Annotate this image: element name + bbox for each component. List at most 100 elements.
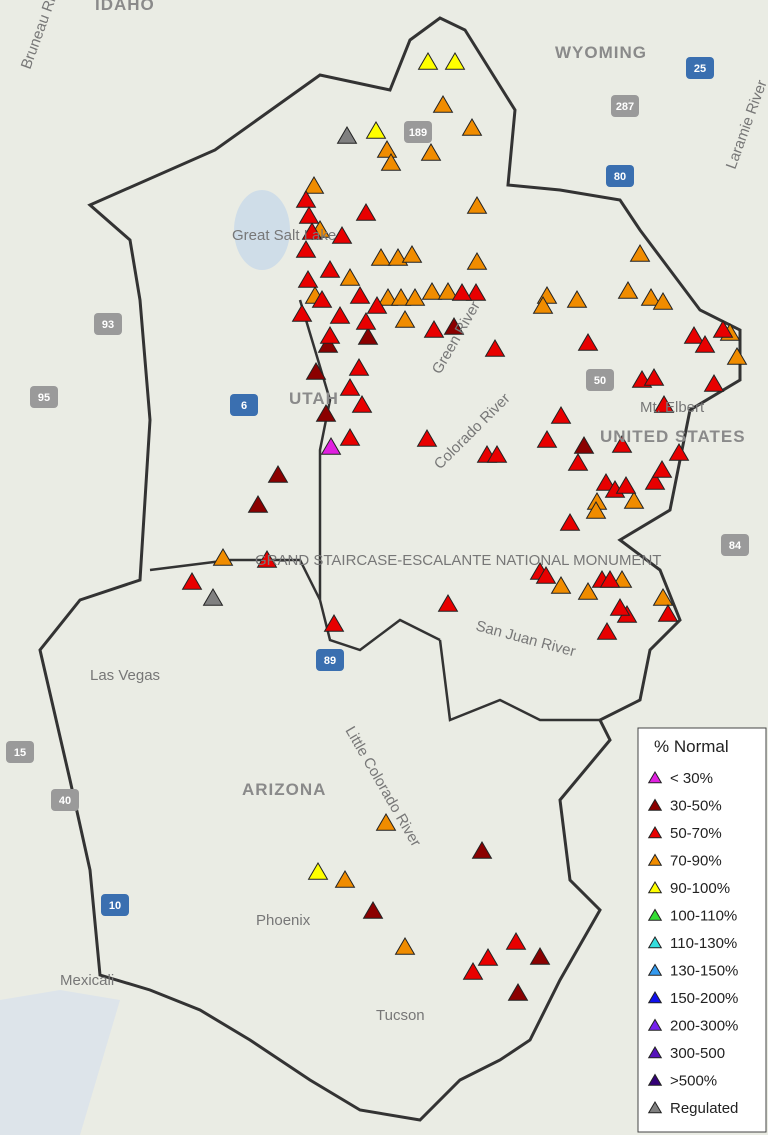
station-marker: [401, 245, 423, 263]
sea: [0, 990, 120, 1135]
legend-label: 30-50%: [670, 798, 722, 815]
lake: [234, 190, 290, 270]
place-label: Las Vegas: [90, 667, 160, 684]
highway-number: 189: [409, 127, 427, 139]
station-marker: [484, 339, 506, 357]
station-marker: [726, 347, 748, 365]
station-marker: [212, 548, 234, 566]
station-marker: [550, 406, 572, 424]
highway-number: 93: [102, 319, 114, 331]
highway-shield: [721, 534, 749, 556]
station-marker: [461, 118, 483, 136]
highway-number: 84: [729, 540, 742, 552]
station-marker: [532, 296, 554, 314]
station-marker: [712, 320, 734, 338]
highway-shield: [94, 313, 122, 335]
station-marker: [339, 378, 361, 396]
subbasin-boundary: [149, 299, 600, 722]
station-marker: [323, 614, 345, 632]
highway-shield: [316, 649, 344, 671]
highway-number: 6: [241, 400, 247, 412]
station-marker: [535, 566, 557, 584]
legend-swatch: [647, 1073, 663, 1086]
station-marker: [355, 203, 377, 221]
station-marker: [297, 270, 319, 288]
legend-swatch: [647, 963, 663, 976]
station-marker: [334, 870, 356, 888]
station-marker: [596, 622, 618, 640]
highway-number: 95: [38, 392, 50, 404]
legend-swatch: [647, 771, 663, 784]
legend-label: 90-100%: [670, 880, 730, 897]
state-label: UNITED STATES: [600, 427, 746, 446]
legend-swatch: [647, 908, 663, 921]
station-marker: [644, 472, 666, 490]
station-marker: [417, 52, 439, 70]
station-marker: [529, 947, 551, 965]
state-label: UTAH: [289, 389, 339, 408]
station-marker: [505, 932, 527, 950]
station-marker: [420, 143, 442, 161]
station-marker: [256, 550, 278, 568]
station-marker: [331, 226, 353, 244]
station-marker: [362, 901, 384, 919]
highway-shield: [101, 894, 129, 916]
station-marker: [303, 176, 325, 194]
station-marker: [477, 948, 499, 966]
station-marker: [416, 429, 438, 447]
station-marker: [577, 582, 599, 600]
station-marker: [437, 282, 459, 300]
highway-number: 40: [59, 795, 71, 807]
station-marker: [683, 326, 705, 344]
station-marker: [394, 937, 416, 955]
highway-shield: [404, 121, 432, 143]
station-marker: [437, 594, 459, 612]
station-marker: [651, 460, 673, 478]
legend-label: 200-300%: [670, 1018, 738, 1035]
station-marker: [652, 588, 674, 606]
station-marker: [617, 281, 639, 299]
station-marker: [507, 983, 529, 1001]
station-marker: [668, 443, 690, 461]
station-marker: [567, 453, 589, 471]
legend-label: 110-130%: [670, 935, 737, 952]
station-marker: [370, 248, 392, 266]
station-marker: [375, 813, 397, 831]
station-marker: [247, 495, 269, 513]
station-marker: [653, 395, 675, 413]
highway-number: 15: [14, 747, 26, 759]
station-marker: [336, 126, 358, 144]
state-label: ARIZONA: [242, 780, 326, 799]
legend-swatch: [647, 1018, 663, 1031]
legend-label: 70-90%: [670, 853, 722, 870]
place-label: Tucson: [376, 1007, 425, 1024]
station-marker: [432, 95, 454, 113]
station-marker: [404, 288, 426, 306]
highway-shield: [606, 165, 634, 187]
station-marker: [291, 304, 313, 322]
highway-number: 10: [109, 900, 121, 912]
station-marker: [311, 290, 333, 308]
station-marker: [471, 841, 493, 859]
station-marker: [465, 283, 487, 301]
legend-label: 130-150%: [670, 963, 738, 980]
station-marker: [599, 570, 621, 588]
station-marker: [348, 358, 370, 376]
station-marker: [703, 374, 725, 392]
station-marker: [305, 362, 327, 380]
station-marker: [595, 473, 617, 491]
station-marker: [301, 222, 323, 240]
station-marker: [421, 282, 443, 300]
legend-label: < 30%: [670, 770, 713, 787]
station-marker: [307, 862, 329, 880]
state-label: WYOMING: [555, 43, 647, 62]
station-marker: [351, 395, 373, 413]
place-label: Mt. Elbert: [640, 399, 705, 416]
legend-label: 100-110%: [670, 908, 737, 925]
basin-boundary: [38, 16, 742, 1122]
legend-swatch: [647, 936, 663, 949]
station-marker: [295, 190, 317, 208]
highway-shield: [51, 789, 79, 811]
station-marker: [339, 428, 361, 446]
